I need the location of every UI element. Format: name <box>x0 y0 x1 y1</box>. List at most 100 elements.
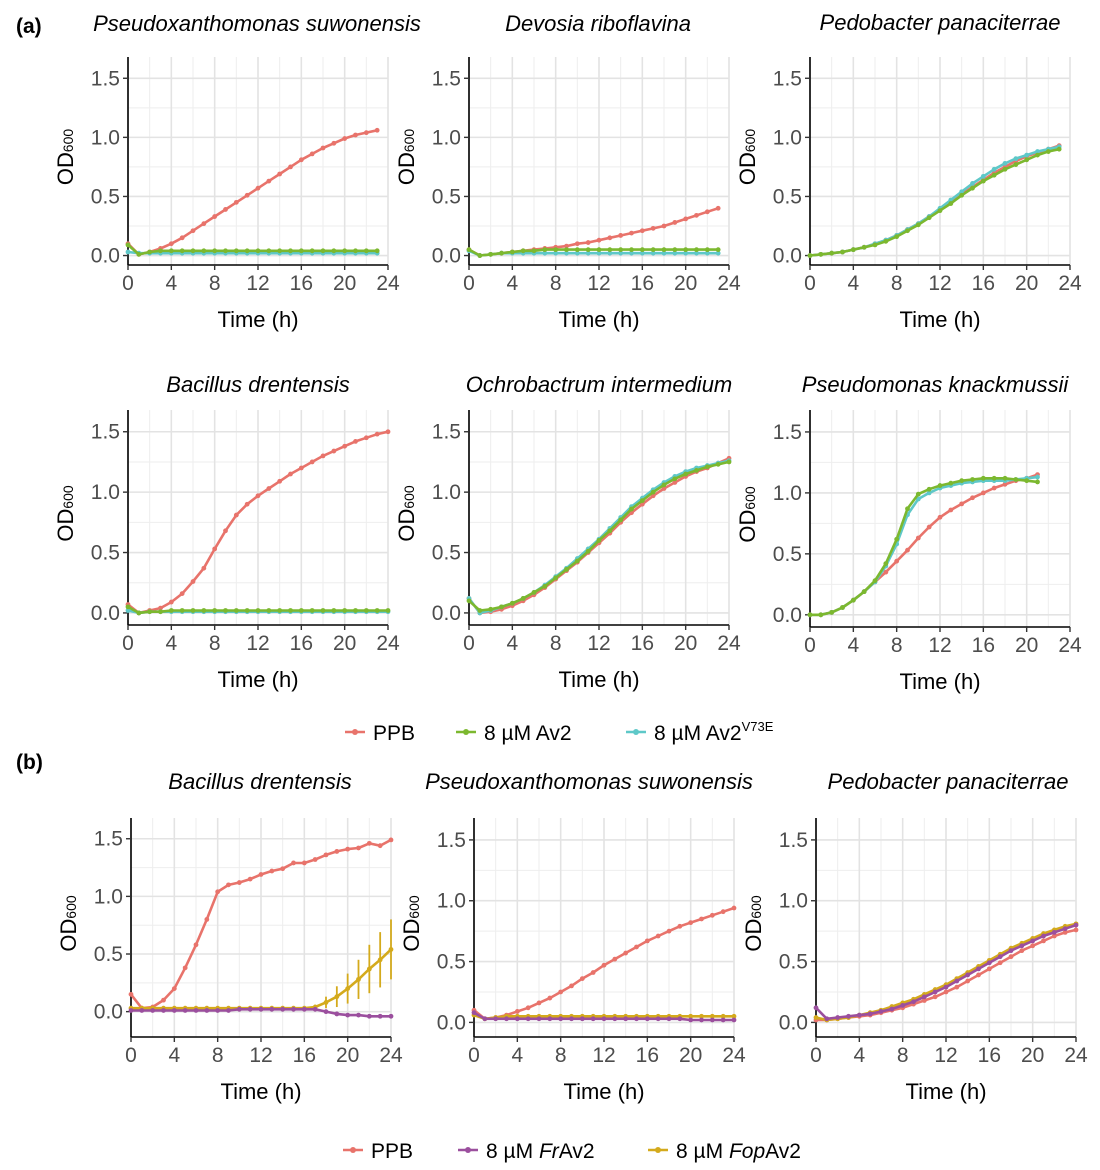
data-point <box>921 998 927 1003</box>
data-point <box>531 589 537 595</box>
data-point <box>288 471 293 477</box>
x-tick-label: 24 <box>722 1044 746 1067</box>
data-point <box>731 1017 737 1023</box>
x-tick-label: 8 <box>209 272 221 295</box>
x-tick-label: 4 <box>168 1044 180 1067</box>
x-axis-title: Time (h) <box>899 307 980 332</box>
data-point <box>709 1017 715 1023</box>
data-point <box>201 608 207 613</box>
data-point <box>623 950 629 956</box>
data-point <box>320 453 326 459</box>
data-point <box>921 994 927 1000</box>
data-point <box>531 248 537 254</box>
y-tick-label: 1.5 <box>91 67 120 90</box>
legend-key-point <box>350 1147 356 1153</box>
data-point <box>564 243 569 249</box>
y-axis-title-main: OD <box>394 152 419 185</box>
data-point <box>965 972 971 978</box>
panel-letter-a: (a) <box>16 15 42 38</box>
data-point <box>579 1016 585 1022</box>
y-axis-title-subscript: 600 <box>748 895 764 919</box>
data-point <box>813 1015 819 1020</box>
legend-label-text: 8 µM Av2 <box>484 722 572 745</box>
data-point <box>244 192 250 198</box>
y-axis-title-subscript: 600 <box>60 485 76 509</box>
data-point <box>477 253 483 258</box>
data-point <box>835 1015 841 1020</box>
data-point <box>269 868 275 874</box>
data-point <box>1002 481 1008 487</box>
data-point <box>1030 943 1036 949</box>
series <box>813 922 1079 1022</box>
data-point <box>553 575 559 581</box>
x-tick-label: 24 <box>1064 1044 1088 1067</box>
y-tick-label: 1.0 <box>91 126 120 149</box>
data-point <box>168 599 174 605</box>
data-point <box>1008 948 1014 954</box>
data-point <box>883 569 889 575</box>
x-tick-label: 4 <box>847 272 859 295</box>
data-point <box>158 605 163 611</box>
data-point <box>356 976 361 982</box>
data-point <box>634 944 639 950</box>
data-point <box>223 248 228 254</box>
x-tick-label: 20 <box>336 1044 359 1067</box>
data-point <box>266 608 272 613</box>
gridlines <box>130 818 392 1037</box>
data-point <box>1073 922 1079 928</box>
data-point <box>683 250 689 256</box>
legend-key-point <box>655 1147 661 1153</box>
data-point <box>509 600 515 606</box>
legend-label-text: 8 µM Av2 <box>654 722 742 745</box>
data-point <box>1024 152 1030 158</box>
data-point <box>190 579 196 584</box>
data-point <box>976 972 981 978</box>
y-tick-label: 0.5 <box>432 542 461 565</box>
data-point <box>223 608 228 613</box>
data-point <box>672 480 678 485</box>
data-point <box>323 1000 329 1005</box>
data-point <box>244 501 250 507</box>
data-point <box>291 860 296 866</box>
data-point <box>277 608 283 613</box>
x-tick-label: 16 <box>972 272 995 295</box>
data-point <box>704 250 710 256</box>
x-tick-label: 24 <box>379 1044 403 1067</box>
data-point <box>320 145 326 151</box>
y-tick-label: 0.5 <box>91 185 120 208</box>
x-tick-label: 20 <box>679 1044 702 1067</box>
x-axis-title: Time (h) <box>217 667 298 692</box>
y-axis-title: OD600 <box>56 895 81 952</box>
data-point <box>1035 479 1040 485</box>
y-tick-label: 1.0 <box>91 481 120 504</box>
x-tick-label: 20 <box>333 632 356 655</box>
data-point <box>226 1008 231 1013</box>
series <box>471 905 737 1022</box>
legend-label: PPB <box>371 1140 413 1163</box>
data-point <box>986 960 992 966</box>
data-point <box>266 486 272 491</box>
data-point <box>894 558 900 564</box>
x-tick-label: 24 <box>376 272 400 295</box>
data-point <box>991 475 997 481</box>
data-point <box>677 923 683 929</box>
y-tick-label: 0.5 <box>432 185 461 208</box>
panel-letter-b: (b) <box>16 751 43 774</box>
y-axis-title: OD600 <box>399 895 424 952</box>
series <box>128 1006 394 1019</box>
data-point <box>309 608 315 613</box>
data-point <box>948 201 954 206</box>
data-point <box>331 448 337 454</box>
data-point <box>976 966 981 972</box>
y-tick-label: 1.0 <box>432 126 461 149</box>
legend-key-point <box>465 1147 471 1153</box>
data-point <box>353 132 358 138</box>
data-point <box>136 251 142 257</box>
data-point <box>959 478 965 484</box>
y-tick-label: 0.5 <box>94 943 123 966</box>
data-point <box>212 608 218 613</box>
data-point <box>867 1011 873 1017</box>
legend-label: 8 µM Av2V73E <box>654 719 774 745</box>
data-point <box>970 185 975 191</box>
